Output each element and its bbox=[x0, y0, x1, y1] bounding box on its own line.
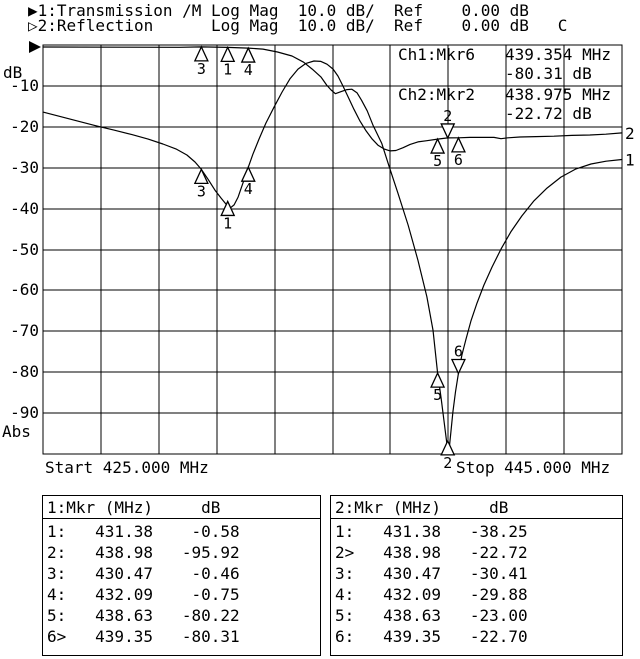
ch2-marker-value: -22.72 dB bbox=[505, 104, 592, 123]
marker-1-ch2-triangle-icon bbox=[220, 199, 236, 217]
marker-4-ch2-triangle-icon bbox=[240, 165, 256, 182]
marker-4-ch1-triangle-icon bbox=[240, 46, 256, 63]
plot-svg: -10 -20 -30 -40 -50 -60 -70 -80 -90 dB Abs 1 2 1 1 2 2 3 3… bbox=[2, 41, 635, 472]
marker-6-ch2-label: 6 bbox=[454, 151, 463, 169]
marker-table-ch2-header: 2:Mkr (MHz) dB bbox=[331, 496, 622, 519]
marker-5-ch2-triangle-icon bbox=[430, 137, 446, 154]
marker-3-ch2-triangle-icon bbox=[193, 167, 209, 185]
marker-6-ch2-triangle-icon bbox=[450, 136, 466, 153]
marker-6-ch1-triangle-icon bbox=[450, 358, 466, 376]
y-axis-tick-label: -90 bbox=[10, 403, 39, 422]
channel1-header: ▶1:Transmission /M Log Mag 10.0 dB/ Ref … bbox=[28, 1, 529, 20]
trace-1 bbox=[42, 46, 623, 451]
y-axis-unit-label: dB bbox=[3, 63, 22, 82]
marker-2-ch2-label: 2 bbox=[443, 107, 452, 125]
marker-1-ch2-label: 1 bbox=[223, 214, 232, 232]
marker-table-ch1-rows: 1: 431.38 -0.58 2: 438.98 -95.92 3: 430.… bbox=[47, 522, 240, 646]
sweep-stop-label: Stop 445.000 MHz bbox=[456, 458, 611, 477]
ch2-marker-freq: 438.975 MHz bbox=[505, 85, 611, 104]
marker-4-ch2-label: 4 bbox=[244, 180, 253, 198]
marker-3-ch2-label: 3 bbox=[197, 182, 206, 200]
y-axis-tick-label: -50 bbox=[10, 240, 39, 259]
marker-2-ch2-triangle-icon bbox=[440, 123, 456, 140]
sweep-start-label: Start 425.000 MHz bbox=[45, 458, 209, 477]
trace-2 bbox=[42, 60, 623, 209]
marker-2-ch1-triangle-icon bbox=[440, 439, 456, 456]
y-axis-tick-label: -70 bbox=[10, 321, 39, 340]
y-axis-abs-label: Abs bbox=[2, 422, 31, 441]
y-axis-tick-label: -80 bbox=[10, 362, 39, 381]
y-axis-tick-label: -60 bbox=[10, 280, 39, 299]
marker-5-ch1-triangle-icon bbox=[430, 371, 446, 388]
y-axis-tick-label: -20 bbox=[10, 117, 39, 136]
marker-1-ch1-label: 1 bbox=[223, 60, 232, 78]
y-axis-tick-label: -40 bbox=[10, 199, 39, 218]
marker-5-ch1-label: 5 bbox=[433, 386, 442, 404]
trace-1-end-label: 1 bbox=[625, 151, 635, 170]
marker-2-ch1-label: 2 bbox=[443, 454, 452, 472]
marker-6-ch1-label: 6 bbox=[454, 342, 463, 360]
ch2-marker-label: Ch2:Mkr2 bbox=[398, 85, 476, 104]
y-axis-tick-label: -10 bbox=[10, 76, 39, 95]
marker-table-ch1-header: 1:Mkr (MHz) dB bbox=[43, 496, 320, 519]
marker-5-ch2-label: 5 bbox=[433, 152, 442, 170]
reference-level-arrow-icon bbox=[29, 41, 41, 53]
ch1-marker-label: Ch1:Mkr6 bbox=[398, 45, 476, 64]
ch1-marker-value: -80.31 dB bbox=[505, 64, 592, 83]
marker-table-ch2-rows: 1: 431.38 -38.25 2> 438.98 -22.72 3: 430… bbox=[335, 522, 528, 646]
marker-table-ch2: 2:Mkr (MHz) dB 1: 431.38 -38.25 2> 438.9… bbox=[330, 495, 623, 656]
ch1-marker-freq: 439.354 MHz bbox=[505, 45, 611, 64]
marker-3-ch1-triangle-icon bbox=[193, 45, 209, 62]
marker-table-ch1: 1:Mkr (MHz) dB 1: 431.38 -0.58 2: 438.98… bbox=[42, 495, 321, 656]
marker-3-ch1-label: 3 bbox=[197, 60, 206, 78]
y-axis-tick-label: -30 bbox=[10, 158, 39, 177]
channel2-header: ▷2:Reflection Log Mag 10.0 dB/ Ref 0.00 … bbox=[28, 16, 568, 35]
marker-4-ch1-label: 4 bbox=[244, 61, 253, 79]
trace-2-end-label: 2 bbox=[625, 124, 635, 143]
marker-1-ch1-triangle-icon bbox=[220, 45, 236, 63]
